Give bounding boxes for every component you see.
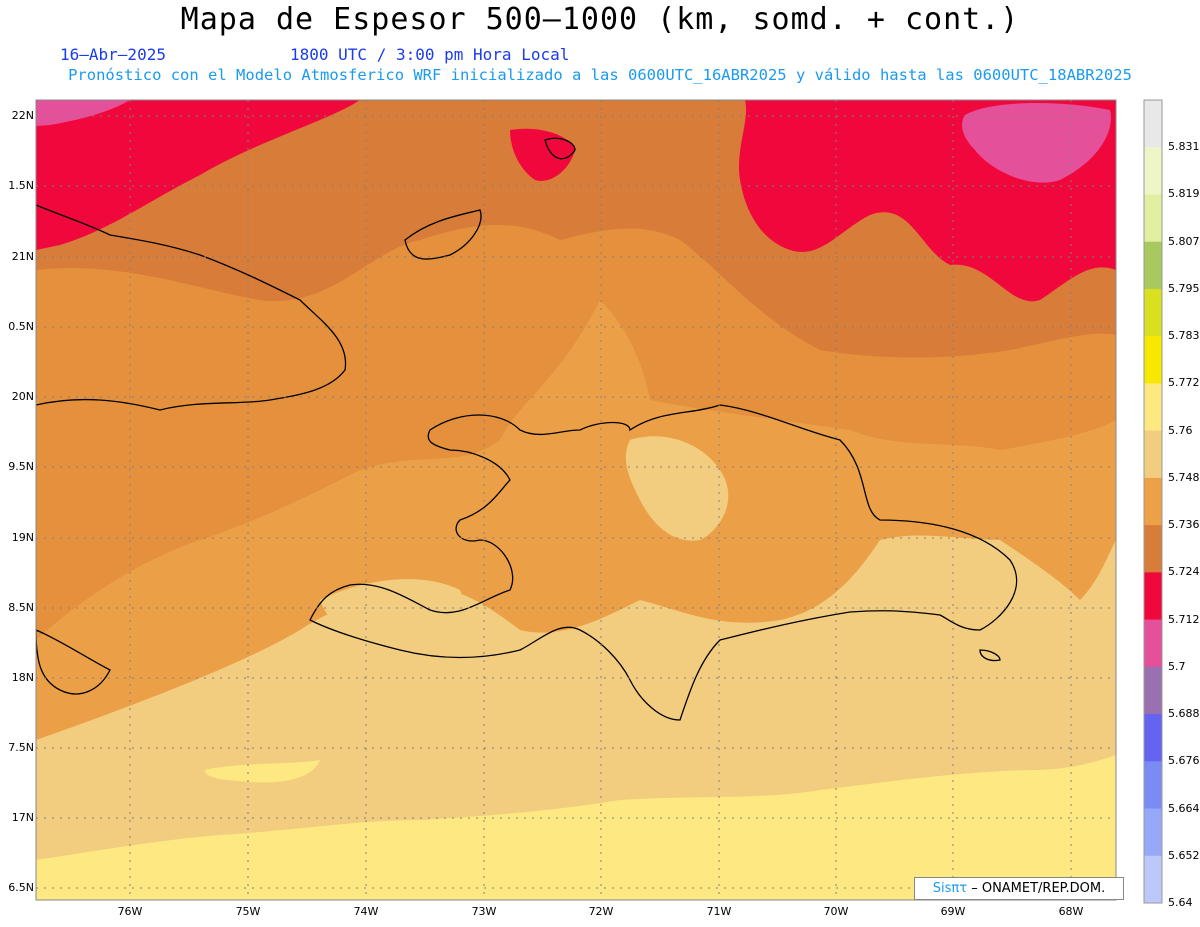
time-label: 1800 UTC / 3:00 pm Hora Local: [290, 45, 570, 64]
colorbar-swatch: [1144, 194, 1162, 243]
region-pink-northeast: [962, 103, 1111, 183]
region-tan-inland: [625, 436, 729, 541]
coast-haiti-dr: [309, 404, 1018, 721]
colorbar-label: 5.712: [1168, 612, 1200, 626]
lon-label: 69W: [940, 905, 966, 918]
lon-label: 68W: [1058, 905, 1084, 918]
coastlines: [36, 137, 1018, 721]
colorbar-swatch: [1144, 619, 1162, 668]
region-yellow-patch: [205, 760, 320, 783]
lon-label: 73W: [471, 905, 497, 918]
credit-box: Sisπτ – ONAMET/REP.DOM.: [914, 877, 1124, 900]
region-red-island: [510, 128, 575, 181]
lat-label: 20N: [11, 390, 34, 403]
lon-label: 75W: [235, 905, 261, 918]
colorbar-label: 5.676: [1168, 754, 1200, 768]
colorbar-label: 5.688: [1168, 707, 1200, 721]
lat-label: 8.5N: [8, 601, 34, 614]
colorbar-label: 5.736: [1168, 518, 1200, 532]
colorbar-label: 5.748: [1168, 470, 1200, 484]
lat-label: 18N: [11, 671, 34, 684]
forecast-description: Pronóstico con el Modelo Atmosferico WRF…: [68, 66, 1132, 84]
colorbar-swatch: [1144, 430, 1162, 479]
colorbar-swatch: [1144, 855, 1162, 904]
lon-label: 74W: [353, 905, 379, 918]
colorbar-label: 5.819: [1168, 187, 1200, 201]
colorbar-label: 5.783: [1168, 329, 1200, 343]
colorbar-swatch: [1144, 336, 1162, 384]
coast-bahamas-2: [544, 137, 576, 160]
region-tan-west: [320, 579, 462, 634]
colorbar-label: 5.807: [1168, 234, 1200, 248]
colorbar-frame: [1143, 99, 1163, 904]
colorbar-swatch: [1144, 288, 1162, 337]
colorbar-swatch: [1144, 477, 1162, 526]
colorbar-swatch: [1144, 241, 1162, 290]
lon-label: 72W: [588, 905, 614, 918]
thickness-map: [35, 99, 1163, 904]
lat-label: 22N: [11, 109, 34, 122]
coast-cuba: [36, 204, 347, 411]
lon-label: 70W: [823, 905, 849, 918]
lat-label: 7.5N: [8, 741, 34, 754]
lat-label: 17N: [11, 811, 34, 824]
credit-brand: Sisπτ: [932, 881, 968, 896]
coast-jamaica: [36, 629, 111, 695]
colorbar-label: 5.795: [1168, 281, 1200, 295]
colorbar-swatch: [1144, 147, 1162, 195]
colorbar-label: 5.652: [1168, 848, 1200, 862]
coast-bahamas-1: [404, 209, 482, 260]
colorbar-swatch: [1144, 100, 1162, 148]
colorbar-label: 5.664: [1168, 801, 1200, 815]
colorbar-label: 5.76: [1168, 423, 1193, 437]
colorbar-label: 5.831: [1168, 140, 1200, 154]
lon-label: 76W: [117, 905, 143, 918]
colorbar-swatch: [1144, 666, 1162, 715]
coast-island-small: [979, 649, 1001, 662]
credit-text: – ONAMET/REP.DOM.: [971, 881, 1106, 896]
lat-label: 9.5N: [8, 460, 34, 473]
lat-label: 1.5N: [8, 179, 34, 192]
map-title: Mapa de Espesor 500—1000 (km, somd. + co…: [180, 2, 1020, 37]
colorbar-label: 5.64: [1168, 896, 1193, 909]
region-red-northwest: [36, 100, 360, 250]
lat-label: 19N: [11, 531, 34, 544]
lat-label: 21N: [11, 250, 34, 263]
grid-lines: [36, 100, 1116, 900]
lat-label: 0.5N: [8, 320, 34, 333]
lat-label: 6.5N: [8, 881, 34, 894]
colorbar-swatch: [1144, 572, 1162, 621]
colorbar-label: 5.7: [1168, 659, 1186, 673]
colorbar-swatch: [1144, 383, 1162, 432]
colorbar-swatch: [1144, 714, 1162, 762]
region-yellow: [36, 755, 1116, 900]
colorbar-swatch: [1144, 525, 1162, 573]
region-pink-northwest: [36, 100, 130, 126]
date-label: 16—Abr—2025: [60, 45, 166, 64]
colorbar-swatch: [1144, 808, 1162, 857]
colorbar: [1143, 99, 1163, 904]
lon-label: 71W: [706, 905, 732, 918]
colorbar-label: 5.772: [1168, 376, 1200, 390]
colorbar-swatch: [1144, 761, 1162, 810]
colorbar-label: 5.724: [1168, 565, 1200, 579]
